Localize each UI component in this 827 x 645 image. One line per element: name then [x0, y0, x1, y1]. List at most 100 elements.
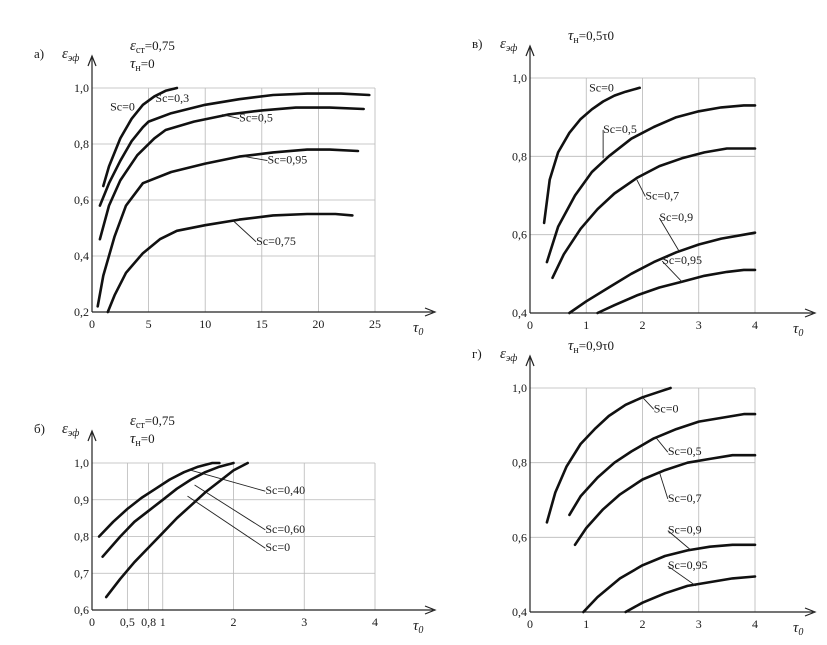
x-tick-label: 3: [301, 615, 307, 629]
y-tick-label: 0,2: [74, 305, 89, 319]
chart-panel-b: 0,6 0,7 0,8 0,9 1,0 0 0,5 0,8 1 2 3 4 εэф τ0 б) εcт=0,7…: [34, 413, 437, 636]
series-label: Sc=0,5: [603, 122, 637, 136]
series-line-v-4: [596, 268, 757, 315]
series-label-leader: [656, 438, 669, 453]
series-line-g-2: [573, 453, 757, 547]
series-label: Sc=0: [589, 81, 614, 95]
y-tick-label: 0,4: [74, 249, 89, 263]
chart-panel-v: 0,4 0,6 0,8 1,0 0 1 2 3 4 εэф τ0 в) τн=0,5τ0 Sc=0 Sc=0…: [472, 28, 817, 339]
y-tick-label: 1,0: [512, 71, 527, 85]
y-tick-label: 0,8: [512, 456, 527, 470]
panel-letter: б): [34, 421, 45, 436]
series-label-leader: [667, 530, 691, 550]
series-label-leader: [233, 220, 257, 243]
x-tick-label: 1: [583, 318, 589, 332]
series-line-b-0: [97, 461, 221, 538]
y-tick-label: 0,8: [74, 137, 89, 151]
y-tick-label: 0,9: [74, 493, 89, 507]
x-tick-label: 3: [696, 617, 702, 631]
condition-label: εcт=0,75: [130, 38, 175, 56]
series-line-g-0: [545, 386, 672, 524]
x-tick-label: 2: [640, 318, 646, 332]
panel-letter: г): [472, 346, 482, 361]
x-tick-label: 2: [231, 615, 237, 629]
series-label: Sc=0,7: [645, 188, 679, 202]
series-line-v-1: [545, 104, 757, 264]
series-label-leader: [642, 397, 655, 410]
y-axis-title: εэф: [62, 421, 79, 439]
series-label-leader: [636, 179, 646, 197]
y-tick-label: 0,6: [512, 228, 527, 242]
x-tick-label: 0,8: [141, 615, 156, 629]
series-label: Sc=0,60: [265, 522, 305, 536]
y-axis-title: εэф: [500, 36, 517, 54]
series-label: Sc=0,3: [155, 91, 189, 105]
series-label-leader: [661, 260, 683, 282]
series-line-b-2: [104, 461, 249, 599]
condition-label: τн=0: [130, 431, 155, 449]
y-tick-label: 0,6: [512, 530, 527, 544]
series-line-v-3: [568, 231, 757, 315]
series-label: Sc=0,95: [267, 153, 307, 167]
condition-label: τн=0: [130, 56, 155, 74]
x-tick-label: 4: [752, 318, 758, 332]
x-tick-label: 3: [696, 318, 702, 332]
series-line-g-1: [568, 412, 757, 517]
series-line-v-2: [551, 147, 757, 280]
condition-label: τн=0,5τ0: [568, 28, 614, 46]
series-label-leader: [658, 471, 669, 500]
series-label-leader: [187, 495, 266, 549]
y-axis-title: εэф: [500, 346, 517, 364]
x-axis-title: τ0: [413, 320, 423, 338]
x-axis-arrow: [804, 607, 817, 617]
x-tick-label: 1: [160, 615, 166, 629]
x-tick-label: 1: [583, 617, 589, 631]
series-label: Sc=0,95: [662, 253, 702, 267]
x-axis-arrow: [424, 307, 437, 317]
condition-label: εcт=0,75: [130, 413, 175, 431]
x-tick-label: 0: [527, 617, 533, 631]
series-label-leader: [658, 217, 680, 252]
x-tick-label: 0,5: [120, 615, 135, 629]
x-axis-title: τ0: [413, 618, 423, 636]
y-tick-label: 1,0: [512, 381, 527, 395]
x-tick-label: 15: [256, 317, 268, 331]
series-label-leader: [222, 114, 240, 120]
series-line-a-0: [102, 86, 179, 188]
series-line-a-4: [106, 212, 354, 314]
x-axis-arrow: [424, 605, 437, 615]
y-tick-label: 1,0: [74, 456, 89, 470]
x-axis-title: τ0: [793, 620, 803, 638]
y-tick-label: 0,4: [512, 306, 527, 320]
y-tick-label: 0,6: [74, 193, 89, 207]
series-label: Sc=0,40: [265, 483, 305, 497]
y-axis-arrow: [87, 54, 97, 67]
y-axis-arrow: [525, 354, 535, 367]
x-tick-label: 0: [89, 615, 95, 629]
chart-panel-g: 0,4 0,6 0,8 1,0 0 1 2 3 4 εэф τ0 г) τн=0,9τ0 Sc=0 Sc=0…: [472, 338, 817, 638]
x-tick-label: 5: [146, 317, 152, 331]
series-label: Sc=0,95: [668, 558, 708, 572]
x-tick-label: 10: [199, 317, 211, 331]
y-tick-label: 0,6: [74, 603, 89, 617]
condition-label: τн=0,9τ0: [568, 338, 614, 356]
y-tick-label: 1,0: [74, 81, 89, 95]
x-tick-label: 2: [640, 617, 646, 631]
series-line-a-3: [96, 148, 360, 308]
chart-panel-a: 0,2 0,4 0,6 0,8 1,0 0 5 10 15 20 25 εэф τ0 а) εcт=0,75…: [34, 38, 437, 338]
x-tick-label: 4: [752, 617, 758, 631]
x-tick-label: 20: [312, 317, 324, 331]
x-tick-label: 0: [89, 317, 95, 331]
series-label-leader: [244, 156, 268, 162]
series-line-a-1: [98, 92, 371, 207]
series-label: Sc=0,5: [239, 111, 273, 125]
y-axis-arrow: [87, 429, 97, 442]
x-tick-label: 25: [369, 317, 381, 331]
series-line-a-2: [98, 106, 365, 241]
series-label: Sc=0,5: [668, 444, 702, 458]
x-tick-label: 4: [372, 615, 378, 629]
series-line-b-1: [101, 461, 235, 558]
series-label-leader: [667, 565, 697, 587]
series-label: Sc=0: [265, 540, 290, 554]
